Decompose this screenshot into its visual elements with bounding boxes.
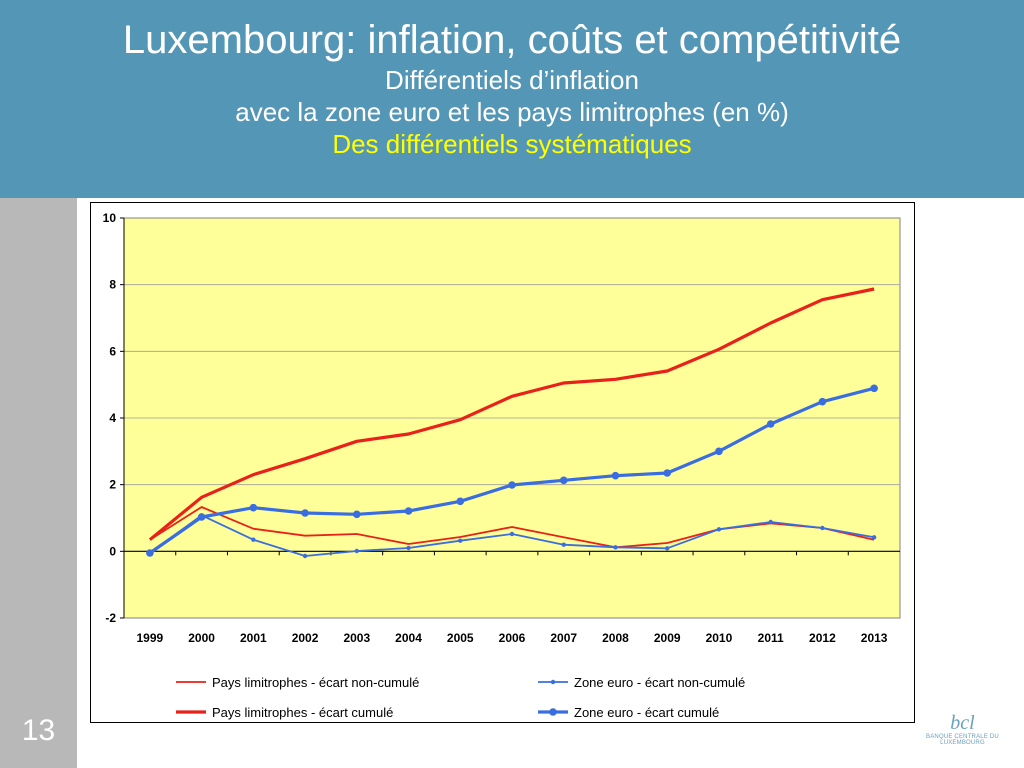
x-tick-label: 2011 (758, 631, 784, 645)
data-point (663, 469, 671, 477)
bcl-logo-mark: bcl (950, 712, 975, 734)
slide-sidebar: 13 (0, 198, 77, 768)
data-point (197, 513, 206, 521)
data-point (508, 481, 516, 489)
slide-highlight: Des différentiels systématiques (332, 129, 692, 159)
data-point (871, 535, 877, 540)
chart-frame: 10 8 6 4 2 0 -2 1999 2000 2001 2002 2003 2004 2005 200… (90, 202, 915, 723)
inflation-chart: 10 8 6 4 2 0 -2 1999 2000 2001 2002 2003 2004 2005 200… (103, 211, 901, 720)
data-point (456, 497, 465, 506)
data-point (611, 471, 620, 480)
x-tick-label: 2001 (240, 631, 267, 645)
slide-subtitle-2: avec la zone euro et les pays limitrophe… (235, 97, 789, 127)
legend-label: Zone euro - écart non-cumulé (574, 675, 745, 690)
slide-header: Luxembourg: inflation, coûts et compétit… (0, 0, 1024, 198)
legend-label: Zone euro - écart cumulé (574, 705, 719, 720)
y-tick-label: 8 (109, 278, 116, 292)
x-tick-label: 2009 (654, 631, 681, 645)
slide-title: Luxembourg: inflation, coûts et compétit… (122, 18, 902, 62)
data-point (302, 553, 308, 559)
legend-marker (550, 679, 556, 685)
data-point (251, 537, 256, 542)
y-tick-label: 6 (109, 344, 116, 358)
data-point (406, 545, 411, 551)
x-tick-label: 2004 (395, 631, 422, 645)
series-line-3 (148, 287, 875, 541)
data-point (820, 525, 825, 531)
data-point (715, 447, 723, 456)
data-point (559, 476, 568, 485)
y-tick-label: 10 (103, 211, 117, 225)
data-point (354, 548, 359, 554)
data-point (249, 503, 258, 512)
x-tick-label: 2008 (602, 631, 629, 645)
data-point (716, 527, 722, 532)
slide-number: 13 (21, 714, 56, 747)
x-tick-label: 2003 (343, 631, 370, 645)
data-point (613, 545, 618, 550)
data-point (818, 397, 827, 406)
data-point (509, 531, 515, 537)
data-point (870, 384, 878, 393)
data-point (458, 538, 463, 543)
data-point (404, 507, 413, 515)
data-point (768, 519, 773, 525)
y-tick-label: 2 (109, 478, 116, 492)
data-point (353, 510, 361, 519)
x-tick-label: 2007 (550, 631, 577, 645)
legend-label: Pays limitrophes - écart cumulé (212, 705, 393, 720)
legend-marker (549, 708, 557, 716)
slide-subtitle-1: Différentiels d’inflation (385, 65, 639, 95)
x-tick-label: 2013 (861, 631, 888, 645)
y-tick-label: -2 (105, 611, 116, 625)
x-tick-label: 2005 (447, 631, 474, 645)
data-point (146, 549, 154, 557)
y-tick-label: 4 (109, 411, 116, 425)
x-tick-label: 2006 (499, 631, 526, 645)
data-point (665, 546, 670, 551)
data-point (766, 420, 775, 428)
x-tick-label: 2012 (809, 631, 836, 645)
x-tick-label: 2010 (706, 631, 733, 645)
bcl-logo: bcl BANQUE CENTRALE DU LUXEMBOURG (915, 712, 1010, 752)
x-tick-label: 2002 (292, 631, 319, 645)
y-tick-label: 0 (109, 544, 116, 558)
data-point (561, 542, 566, 547)
x-tick-label: 1999 (137, 631, 164, 645)
x-tick-label: 2000 (188, 631, 215, 645)
bcl-logo-text: BANQUE CENTRALE DU LUXEMBOURG (926, 734, 999, 746)
data-point (301, 509, 309, 517)
legend-label: Pays limitrophes - écart non-cumulé (212, 675, 419, 690)
